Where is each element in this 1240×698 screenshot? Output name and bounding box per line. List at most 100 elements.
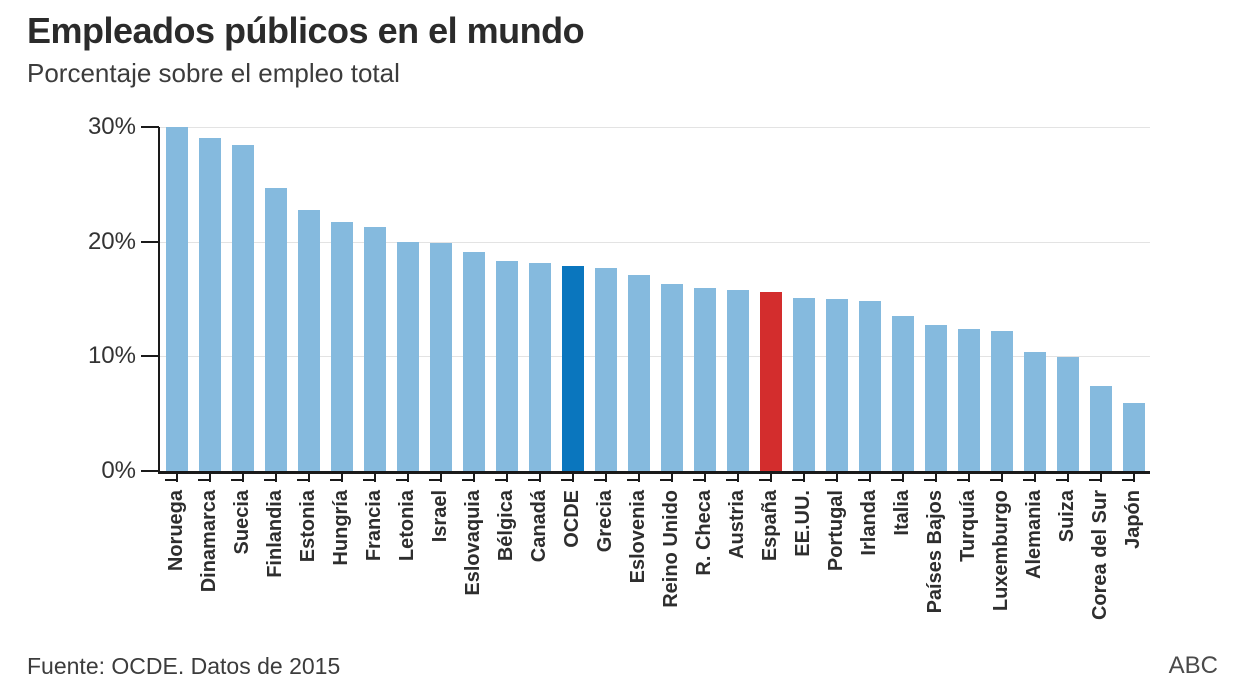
- y-tick-10: [141, 355, 159, 358]
- x-tick-connector-luxemburgo: [989, 479, 1002, 481]
- x-tick-eslovenia: [637, 473, 640, 482]
- x-tick-connector-letonia: [395, 479, 408, 481]
- x-label-francia: Francia: [358, 483, 391, 561]
- x-label-text-finlandia: Finlandia: [264, 490, 286, 578]
- x-label-alemania: Alemania: [1018, 483, 1051, 579]
- bar-noruega: [165, 127, 188, 471]
- x-tick-italia: [901, 473, 904, 482]
- x-label-suecia: Suecia: [226, 483, 259, 554]
- x-tick-hungria: [340, 473, 343, 482]
- x-label-espana: España: [754, 483, 787, 561]
- x-label-text-eslovenia: Eslovenia: [627, 490, 649, 584]
- bar-austria: [726, 289, 749, 471]
- bar-grecia: [594, 268, 617, 471]
- bar-japon: [1122, 403, 1145, 471]
- x-label-suiza: Suiza: [1051, 483, 1084, 542]
- chart-subtitle: Porcentaje sobre el empleo total: [27, 58, 400, 88]
- bar-israel: [429, 242, 452, 471]
- x-label-irlanda: Irlanda: [853, 483, 886, 556]
- x-tick-connector-hungria: [329, 479, 342, 481]
- x-tick-suecia: [241, 473, 244, 482]
- x-tick-finlandia: [274, 473, 277, 482]
- x-label-ee-uu: EE.UU.: [787, 483, 820, 557]
- x-tick-connector-dinamarca: [197, 479, 210, 481]
- x-label-r-checa: R. Checa: [688, 483, 721, 576]
- x-tick-letonia: [406, 473, 409, 482]
- x-tick-connector-canada: [527, 479, 540, 481]
- bar-estonia: [297, 209, 320, 471]
- bar-r-checa: [693, 287, 716, 471]
- x-tick-corea-del-sur: [1099, 473, 1102, 482]
- x-label-belgica: Bélgica: [490, 483, 523, 561]
- x-axis-baseline: [158, 471, 1150, 474]
- x-tick-r-checa: [703, 473, 706, 482]
- x-tick-connector-ee-uu: [791, 479, 804, 481]
- x-label-text-letonia: Letonia: [396, 490, 418, 562]
- bar-turquia: [957, 328, 980, 471]
- x-tick-connector-austria: [725, 479, 738, 481]
- x-label-text-ocde: OCDE: [561, 490, 583, 548]
- x-tick-irlanda: [868, 473, 871, 482]
- x-label-text-noruega: Noruega: [165, 490, 187, 572]
- x-tick-israel: [439, 473, 442, 482]
- x-label-text-suiza: Suiza: [1056, 490, 1078, 543]
- x-label-letonia: Letonia: [391, 483, 424, 561]
- x-tick-connector-belgica: [494, 479, 507, 481]
- x-tick-ee-uu: [802, 473, 805, 482]
- bar-francia: [363, 226, 386, 471]
- x-tick-canada: [538, 473, 541, 482]
- x-label-luxemburgo: Luxemburgo: [985, 483, 1018, 611]
- bar-paises-bajos: [924, 325, 947, 471]
- y-tick-label-30: 30%: [87, 113, 136, 140]
- bar-hungria: [330, 222, 353, 471]
- gridline-30: [160, 127, 1150, 128]
- x-tick-connector-grecia: [593, 479, 606, 481]
- chart-title: Empleados públicos en el mundo: [27, 10, 585, 51]
- bar-belgica: [495, 261, 518, 471]
- bar-canada: [528, 263, 551, 471]
- bar-finlandia: [264, 187, 287, 471]
- x-label-eslovenia: Eslovenia: [622, 483, 655, 583]
- bar-letonia: [396, 241, 419, 471]
- gridline-20: [160, 241, 1150, 243]
- x-tick-connector-turquia: [956, 479, 969, 481]
- x-label-text-francia: Francia: [363, 490, 385, 562]
- y-axis-line: [158, 127, 160, 474]
- y-tick-20: [141, 240, 159, 243]
- x-tick-connector-eslovenia: [626, 479, 639, 481]
- bar-corea-del-sur: [1089, 386, 1112, 471]
- x-label-paises-bajos: Países Bajos: [919, 483, 952, 613]
- y-tick-label-20: 20%: [87, 227, 136, 255]
- bar-ocde: [561, 265, 584, 471]
- x-label-text-dinamarca: Dinamarca: [198, 490, 220, 593]
- x-label-estonia: Estonia: [292, 483, 325, 562]
- x-label-text-austria: Austria: [726, 490, 748, 559]
- bar-dinamarca: [198, 138, 221, 471]
- x-tick-noruega: [175, 473, 178, 482]
- x-label-israel: Israel: [424, 483, 457, 542]
- x-label-austria: Austria: [721, 483, 754, 559]
- x-tick-connector-corea-del-sur: [1088, 479, 1101, 481]
- x-label-text-japon: Japón: [1122, 490, 1144, 549]
- x-tick-connector-portugal: [824, 479, 837, 481]
- x-tick-japon: [1132, 473, 1135, 482]
- x-label-text-hungria: Hungría: [330, 490, 352, 566]
- bar-suiza: [1056, 357, 1079, 471]
- x-tick-connector-noruega: [164, 479, 177, 481]
- x-label-text-suecia: Suecia: [231, 490, 253, 555]
- x-tick-espana: [769, 473, 772, 482]
- y-tick-label-0: 0%: [101, 457, 136, 484]
- x-label-canada: Canadá: [523, 483, 556, 562]
- y-tick-0: [141, 470, 159, 472]
- x-tick-turquia: [967, 473, 970, 482]
- x-tick-connector-r-checa: [692, 479, 705, 481]
- x-tick-connector-finlandia: [263, 479, 276, 481]
- x-tick-paises-bajos: [934, 473, 937, 482]
- x-label-turquia: Turquía: [952, 483, 985, 562]
- x-tick-connector-espana: [758, 479, 771, 481]
- x-tick-connector-eslovaquia: [461, 479, 474, 481]
- x-label-text-irlanda: Irlanda: [858, 490, 880, 556]
- x-label-corea-del-sur: Corea del Sur: [1084, 483, 1117, 620]
- x-tick-portugal: [835, 473, 838, 482]
